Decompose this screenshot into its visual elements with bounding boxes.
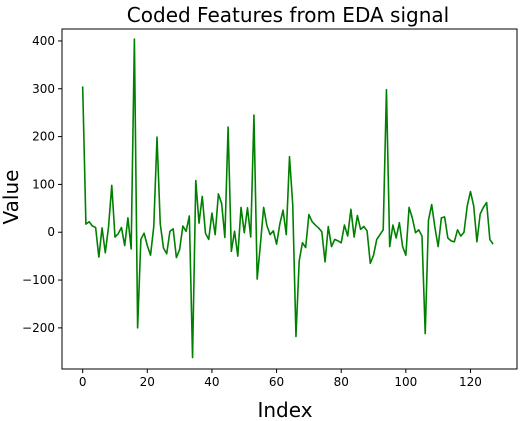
y-tick-label: 400 [32,34,55,48]
y-axis: −200 −100 0 100 200 300 400 [22,34,62,335]
y-tick-label: 0 [47,225,55,239]
x-tick-label: 120 [459,375,482,389]
x-axis-label: Index [257,398,312,421]
x-tick-label: 80 [334,375,349,389]
y-tick-label: 100 [32,177,55,191]
chart-title: Coded Features from EDA signal [127,3,449,27]
x-tick-label: 40 [204,375,219,389]
x-tick-label: 20 [140,375,155,389]
plot-area [81,38,494,359]
y-tick-label: 200 [32,130,55,144]
x-tick-label: 60 [269,375,284,389]
series-line-0 [81,38,494,359]
x-axis: 0 20 40 60 80 100 120 [79,369,482,389]
plot-frame [61,28,518,370]
y-tick-label: 300 [32,82,55,96]
x-tick-label: 100 [394,375,417,389]
y-tick-label: −200 [22,321,55,335]
y-axis-label: Value [0,170,23,225]
x-tick-label: 0 [79,375,87,389]
y-tick-label: −100 [22,273,55,287]
